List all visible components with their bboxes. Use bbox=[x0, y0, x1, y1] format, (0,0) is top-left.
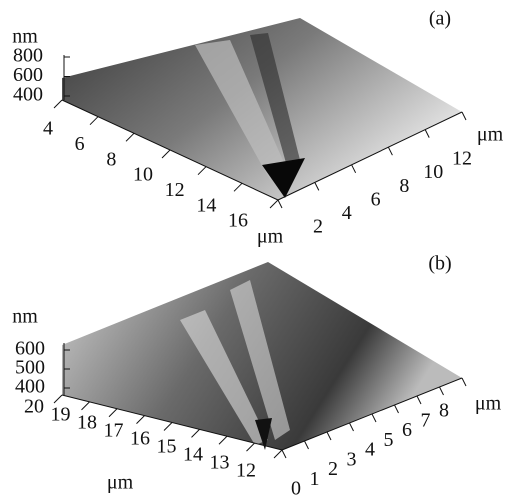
left-tick-label: 13 bbox=[210, 452, 230, 474]
left-tick-label: 8 bbox=[106, 148, 116, 170]
right-unit: μm bbox=[475, 393, 502, 415]
right-tick-label: 1 bbox=[310, 468, 320, 490]
panel-label: (b) bbox=[428, 253, 451, 275]
left-tick bbox=[233, 182, 243, 192]
left-tick bbox=[108, 408, 118, 418]
right-tick-label: 12 bbox=[452, 148, 472, 170]
right-tick-label: 2 bbox=[313, 216, 323, 238]
left-tick-label: 19 bbox=[51, 404, 71, 426]
right-tick-label: 6 bbox=[371, 188, 381, 210]
left-tick bbox=[81, 401, 90, 411]
right-tick bbox=[394, 404, 399, 414]
right-tick-label: 0 bbox=[291, 478, 301, 499]
z-tick-label: 600 bbox=[15, 338, 45, 360]
z-unit: nm bbox=[12, 306, 38, 328]
left-tick-label: 4 bbox=[43, 118, 53, 140]
right-tick-label: 10 bbox=[423, 161, 443, 183]
right-tick bbox=[461, 377, 467, 387]
right-tick-label: 8 bbox=[439, 400, 449, 422]
z-tick-label: 400 bbox=[15, 376, 45, 398]
z-unit: nm bbox=[12, 26, 38, 48]
left-tick bbox=[161, 149, 171, 159]
left-tick bbox=[218, 435, 228, 445]
left-tick bbox=[246, 442, 255, 452]
right-tick-label: 4 bbox=[342, 202, 352, 224]
left-tick-label: 14 bbox=[183, 444, 203, 466]
z-tick-label: 800 bbox=[13, 45, 43, 67]
left-tick-label: 16 bbox=[228, 210, 248, 232]
right-tick-label: 3 bbox=[347, 448, 357, 470]
left-tick-label: 14 bbox=[196, 194, 216, 216]
surface-a bbox=[62, 18, 462, 200]
right-tick bbox=[439, 386, 444, 396]
right-tick bbox=[351, 164, 357, 174]
z-tick-label: 400 bbox=[13, 84, 43, 106]
left-tick-label: 15 bbox=[157, 436, 177, 458]
left-unit: μm bbox=[257, 226, 284, 248]
left-unit: μm bbox=[107, 472, 134, 494]
right-tick-label: 5 bbox=[384, 429, 394, 451]
right-tick bbox=[277, 199, 283, 209]
panel-label: (a) bbox=[429, 8, 451, 30]
left-tick bbox=[269, 199, 279, 209]
left-tick-label: 12 bbox=[165, 179, 185, 201]
left-tick bbox=[136, 415, 145, 424]
right-tick bbox=[387, 146, 393, 156]
left-tick bbox=[125, 132, 135, 142]
left-tick-label: 17 bbox=[104, 420, 124, 442]
right-tick bbox=[371, 413, 377, 423]
right-tick-label: 6 bbox=[402, 419, 412, 441]
right-tick bbox=[424, 129, 430, 138]
right-tick bbox=[314, 182, 320, 191]
left-tick-label: 16 bbox=[130, 428, 150, 450]
right-tick-label: 8 bbox=[399, 175, 409, 197]
left-tick bbox=[53, 394, 63, 404]
right-tick bbox=[461, 111, 467, 121]
right-axis bbox=[277, 111, 463, 201]
left-tick bbox=[89, 116, 99, 126]
right-tick-label: 7 bbox=[421, 409, 431, 431]
surface-b bbox=[62, 262, 462, 450]
left-tick-label: 6 bbox=[75, 133, 85, 155]
right-tick bbox=[281, 449, 287, 459]
left-tick-label: 18 bbox=[77, 412, 97, 434]
left-tick bbox=[197, 166, 207, 176]
right-tick bbox=[349, 422, 354, 432]
left-tick-label: 12 bbox=[236, 460, 256, 482]
left-tick bbox=[163, 422, 173, 431]
right-tick-label: 2 bbox=[328, 458, 338, 480]
left-tick-label: 10 bbox=[133, 164, 153, 186]
right-tick bbox=[416, 395, 422, 405]
right-tick-label: 4 bbox=[365, 439, 375, 461]
left-tick-label: 20 bbox=[24, 396, 44, 418]
left-tick bbox=[53, 99, 63, 109]
right-unit: μm bbox=[477, 124, 504, 146]
z-tick-label: 600 bbox=[13, 64, 43, 86]
z-tick-label: 500 bbox=[15, 357, 45, 379]
right-tick bbox=[326, 431, 332, 441]
left-tick bbox=[191, 429, 200, 438]
left-tick bbox=[273, 449, 283, 459]
right-tick bbox=[304, 440, 309, 450]
